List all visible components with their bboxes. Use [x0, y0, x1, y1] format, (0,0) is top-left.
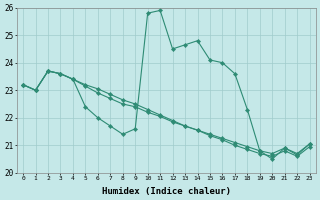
X-axis label: Humidex (Indice chaleur): Humidex (Indice chaleur): [102, 187, 231, 196]
